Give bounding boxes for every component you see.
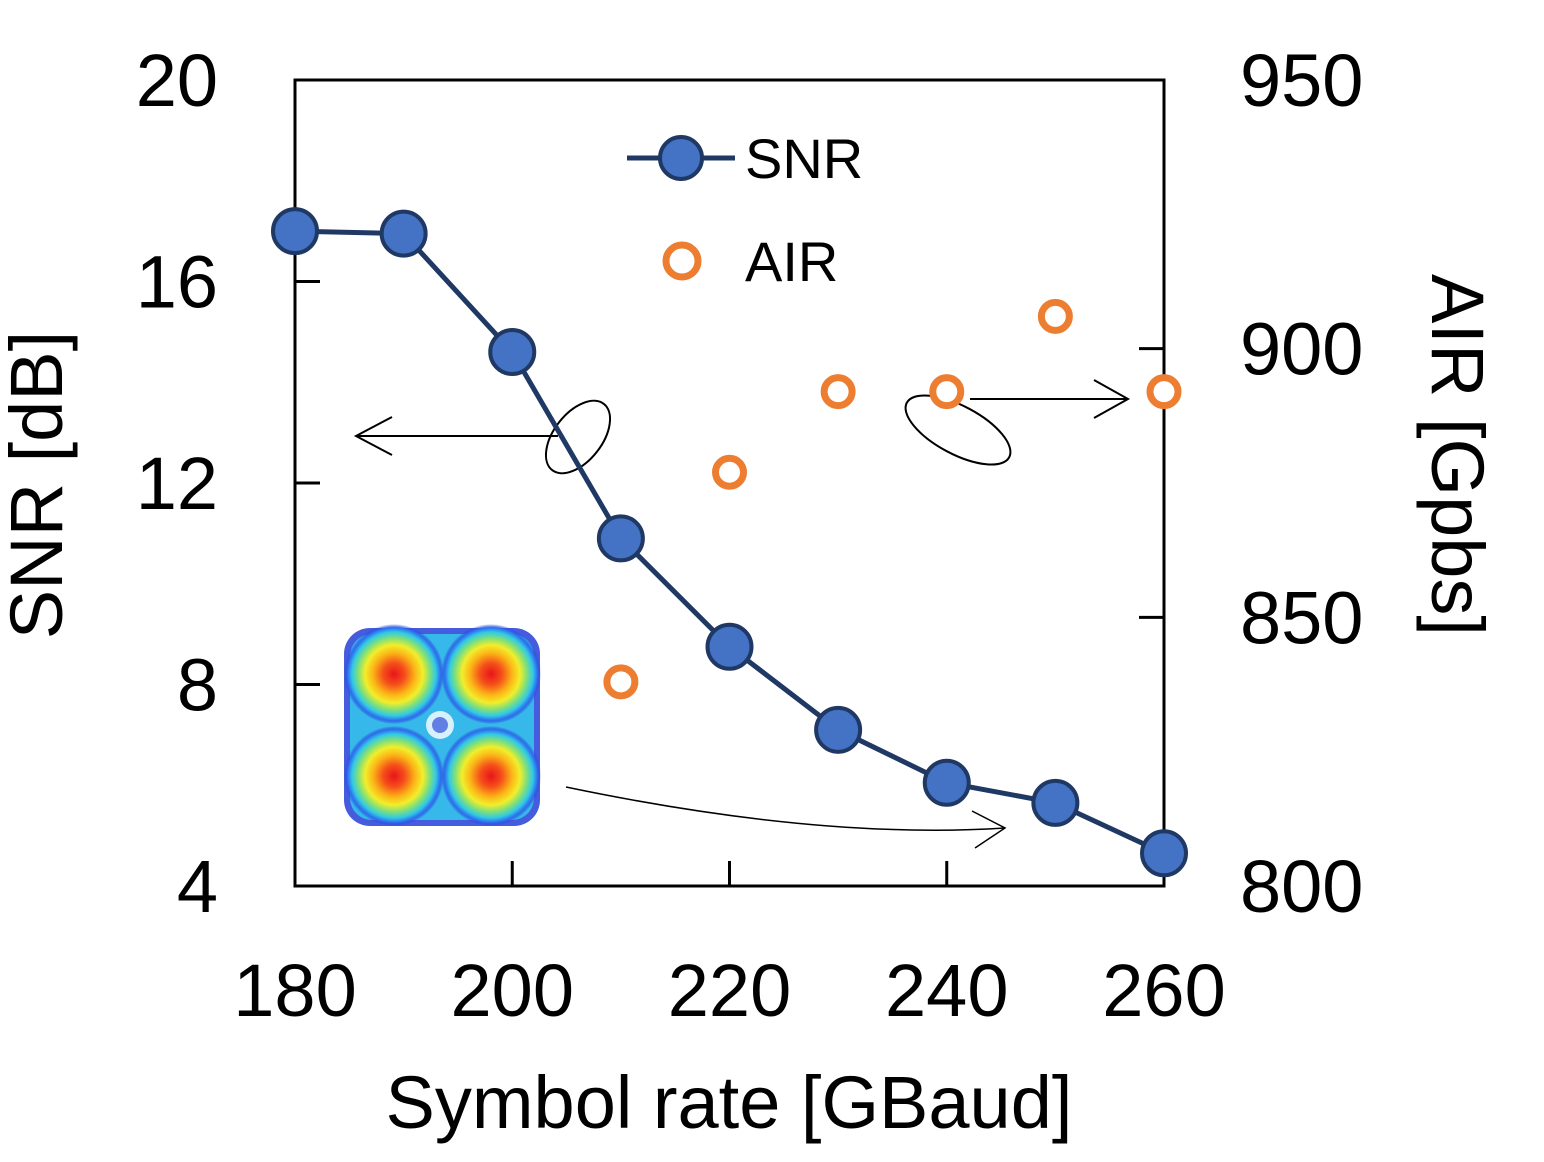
legend-snr-marker	[658, 135, 704, 181]
snr-point	[379, 209, 428, 258]
y-left-axis-ticks: 4 8 12 16 20	[136, 39, 320, 928]
air-point	[712, 454, 747, 490]
legend-air-marker	[662, 241, 702, 281]
snr-point	[271, 207, 319, 256]
snr-point	[1140, 829, 1188, 878]
y-right-axis-ticks: 800 850 900 950	[1139, 39, 1363, 928]
air-axis-annotation	[904, 379, 1131, 466]
snr-point	[488, 328, 537, 377]
air-point	[929, 374, 965, 410]
y-left-axis-label: SNR [dB]	[0, 331, 78, 639]
y-right-tick-label: 850	[1240, 576, 1363, 659]
y-left-tick-label: 4	[177, 845, 218, 928]
x-tick-label: 220	[668, 949, 791, 1032]
constellation-inset	[344, 624, 541, 826]
x-tick-label: 240	[885, 949, 1008, 1032]
snr-point	[705, 622, 754, 671]
air-series-points	[603, 298, 1182, 700]
y-left-tick-label: 8	[177, 644, 218, 727]
air-point	[820, 374, 856, 410]
x-axis-label: Symbol rate [GBaud]	[386, 1061, 1073, 1144]
y-right-axis-label: AIR [Gpbs]	[1416, 274, 1499, 636]
y-left-tick-label: 20	[136, 39, 218, 122]
snr-point	[814, 705, 863, 754]
legend: SNR AIR	[627, 127, 863, 293]
snr-point	[922, 758, 971, 807]
inset-pointer-arrow	[565, 786, 1007, 849]
air-point	[1037, 298, 1073, 334]
snr-point	[1031, 778, 1080, 827]
snr-axis-annotation	[353, 399, 612, 475]
y-left-tick-label: 16	[136, 241, 218, 324]
y-right-tick-label: 800	[1240, 845, 1363, 928]
air-point	[603, 664, 639, 700]
x-axis-ticks: 180 200 220 240 260	[233, 861, 1226, 1032]
x-tick-label: 180	[233, 949, 356, 1032]
air-point	[1146, 374, 1182, 410]
y-right-tick-label: 950	[1240, 39, 1363, 122]
legend-snr-label: SNR	[745, 127, 863, 190]
legend-air-label: AIR	[745, 230, 838, 293]
x-tick-label: 200	[451, 949, 574, 1032]
snr-series-points	[271, 207, 1188, 878]
x-tick-label: 260	[1102, 949, 1225, 1032]
y-right-tick-label: 900	[1240, 308, 1363, 391]
y-left-tick-label: 12	[136, 442, 218, 525]
snr-point	[596, 514, 645, 563]
